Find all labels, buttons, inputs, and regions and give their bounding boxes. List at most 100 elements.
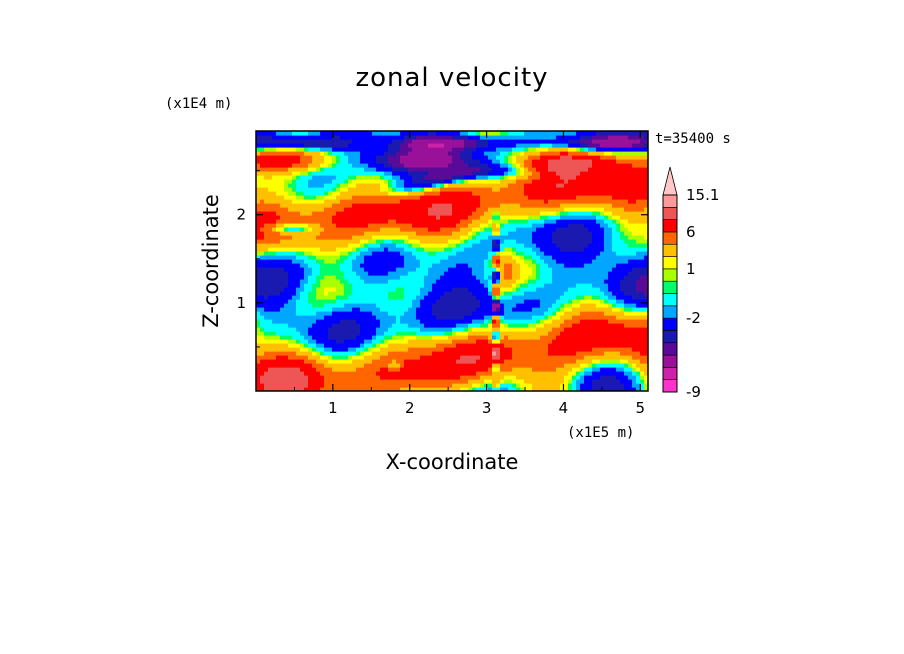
field-cell bbox=[276, 267, 281, 272]
field-cell bbox=[444, 187, 449, 192]
field-cell bbox=[532, 199, 537, 204]
field-cell bbox=[384, 315, 389, 320]
field-cell bbox=[324, 147, 329, 152]
field-cell bbox=[496, 223, 501, 228]
field-cell bbox=[532, 247, 537, 252]
field-cell bbox=[312, 359, 317, 364]
field-cell bbox=[536, 167, 541, 172]
field-cell bbox=[472, 191, 477, 196]
field-cell bbox=[504, 195, 509, 200]
field-cell bbox=[516, 351, 521, 356]
field-cell bbox=[436, 187, 441, 192]
field-cell bbox=[480, 211, 485, 216]
field-cell bbox=[280, 175, 285, 180]
field-cell bbox=[320, 267, 325, 272]
field-cell bbox=[360, 323, 365, 328]
field-cell bbox=[268, 235, 273, 240]
field-cell bbox=[508, 135, 513, 140]
field-cell bbox=[316, 175, 321, 180]
field-cell bbox=[336, 247, 341, 252]
field-cell bbox=[452, 283, 457, 288]
field-cell bbox=[528, 147, 533, 152]
field-cell bbox=[312, 211, 317, 216]
field-cell bbox=[352, 163, 357, 168]
field-cell bbox=[392, 283, 397, 288]
field-cell bbox=[384, 195, 389, 200]
field-cell bbox=[388, 263, 393, 268]
field-cell bbox=[364, 219, 369, 224]
field-cell bbox=[460, 243, 465, 248]
field-cell bbox=[396, 295, 401, 300]
field-cell bbox=[308, 215, 313, 220]
field-cell bbox=[352, 355, 357, 360]
field-cell bbox=[492, 379, 497, 384]
field-cell bbox=[380, 183, 385, 188]
field-cell bbox=[384, 275, 389, 280]
field-cell bbox=[316, 299, 321, 304]
field-cell bbox=[336, 283, 341, 288]
field-cell bbox=[260, 379, 265, 384]
field-cell bbox=[276, 271, 281, 276]
field-cell bbox=[408, 363, 413, 368]
field-cell bbox=[408, 195, 413, 200]
field-cell bbox=[356, 135, 361, 140]
field-cell bbox=[272, 255, 277, 260]
field-cell bbox=[260, 199, 265, 204]
field-cell bbox=[268, 347, 273, 352]
field-cell bbox=[268, 295, 273, 300]
field-cell bbox=[352, 347, 357, 352]
field-cell bbox=[528, 215, 533, 220]
field-cell bbox=[288, 191, 293, 196]
field-cell bbox=[388, 175, 393, 180]
field-cell bbox=[264, 167, 269, 172]
field-cell bbox=[300, 287, 305, 292]
field-cell bbox=[424, 275, 429, 280]
field-cell bbox=[476, 231, 481, 236]
field-cell bbox=[364, 387, 369, 391]
field-cell bbox=[540, 263, 545, 268]
field-cell bbox=[276, 335, 281, 340]
field-cell bbox=[536, 355, 541, 360]
field-cell bbox=[352, 147, 357, 152]
field-cell bbox=[296, 179, 301, 184]
field-cell bbox=[488, 335, 493, 340]
field-cell bbox=[296, 183, 301, 188]
field-cell bbox=[268, 307, 273, 312]
field-cell bbox=[376, 131, 381, 136]
field-cell bbox=[392, 163, 397, 168]
field-cell bbox=[452, 171, 457, 176]
field-cell bbox=[316, 167, 321, 172]
field-cell bbox=[336, 147, 341, 152]
field-cell bbox=[352, 299, 357, 304]
field-cell bbox=[404, 247, 409, 252]
field-cell bbox=[392, 223, 397, 228]
field-cell bbox=[412, 371, 417, 376]
field-cell bbox=[476, 163, 481, 168]
field-cell bbox=[448, 339, 453, 344]
field-cell bbox=[552, 231, 557, 236]
field-cell bbox=[464, 383, 469, 388]
field-cell bbox=[532, 235, 537, 240]
field-cell bbox=[492, 135, 497, 140]
field-cell bbox=[336, 299, 341, 304]
field-cell bbox=[524, 263, 529, 268]
field-cell bbox=[284, 375, 289, 380]
field-cell bbox=[312, 179, 317, 184]
field-cell bbox=[464, 243, 469, 248]
field-cell bbox=[472, 235, 477, 240]
field-cell bbox=[368, 351, 373, 356]
field-cell bbox=[440, 311, 445, 316]
field-cell bbox=[300, 299, 305, 304]
field-cell bbox=[408, 379, 413, 384]
field-cell bbox=[344, 387, 349, 391]
field-cell bbox=[288, 151, 293, 156]
field-cell bbox=[364, 227, 369, 232]
field-cell bbox=[320, 375, 325, 380]
field-cell bbox=[376, 159, 381, 164]
field-cell bbox=[416, 307, 421, 312]
field-cell bbox=[408, 375, 413, 380]
field-cell bbox=[536, 279, 541, 284]
field-cell bbox=[456, 171, 461, 176]
field-cell bbox=[436, 319, 441, 324]
field-cell bbox=[560, 291, 565, 296]
